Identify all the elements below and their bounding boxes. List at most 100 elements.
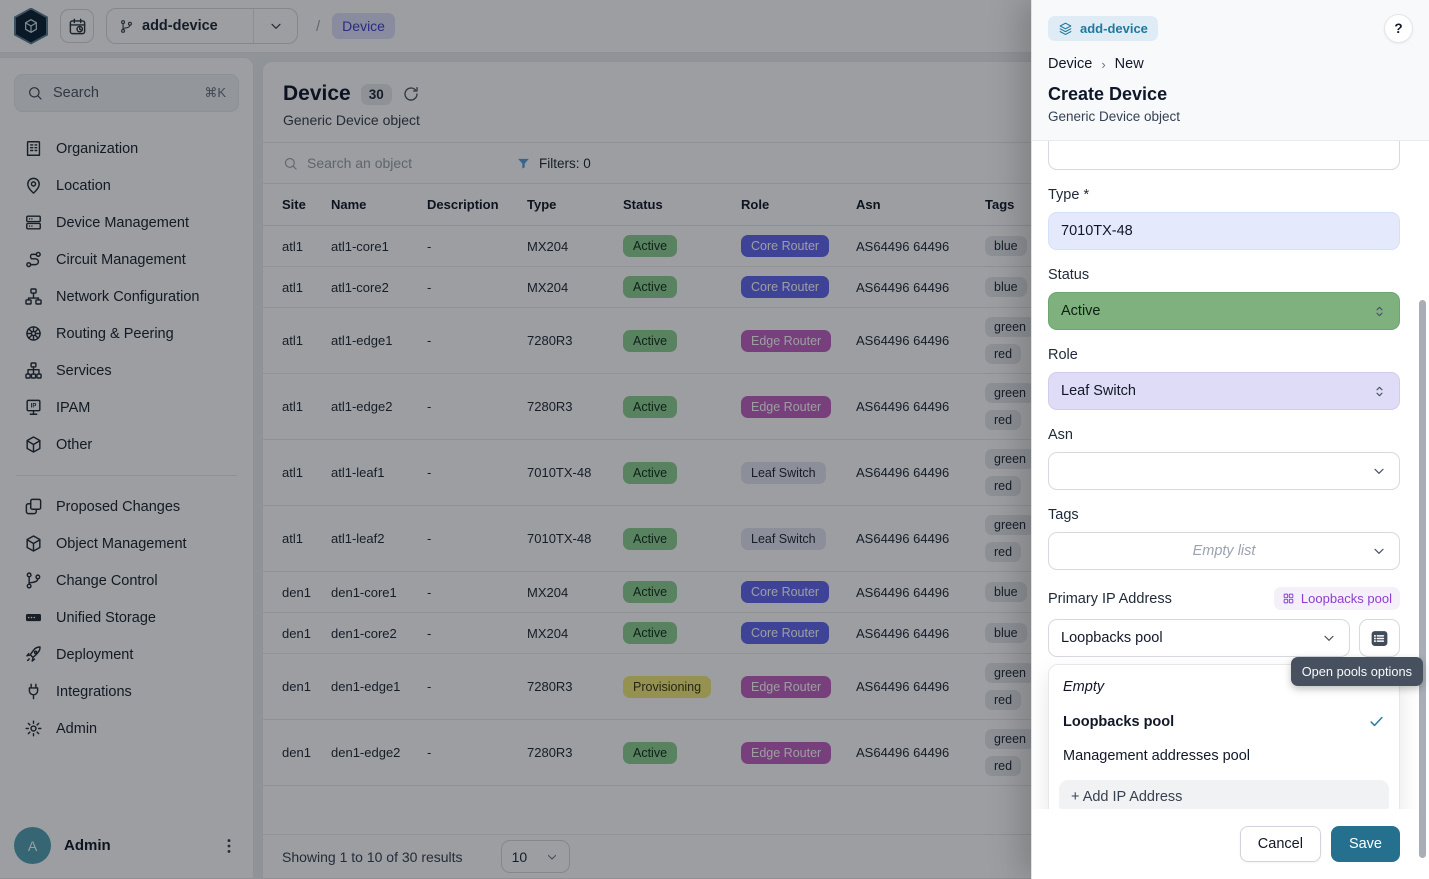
cell-site: atl1 — [263, 307, 323, 374]
sidebar-item-admin[interactable]: Admin — [14, 710, 239, 747]
status-badge: Active — [623, 461, 678, 484]
cube-icon — [24, 435, 43, 454]
sidebar-item-object-management[interactable]: Object Management — [14, 525, 239, 562]
app-logo[interactable] — [14, 7, 48, 45]
filters-button[interactable]: Filters: 0 — [516, 156, 591, 171]
sidebar-item-integrations[interactable]: Integrations — [14, 673, 239, 710]
sidebar-item-change-control[interactable]: Change Control — [14, 562, 239, 599]
time-travel-button[interactable] — [60, 9, 94, 43]
sidebar-item-label: Change Control — [56, 572, 158, 589]
role-badge: Core Router — [741, 235, 830, 257]
cell-name: atl1-leaf1 — [323, 439, 419, 506]
cell-site: atl1 — [263, 225, 323, 267]
column-header-name[interactable]: Name — [323, 184, 419, 226]
cell-role: Core Router — [733, 571, 848, 613]
dropdown-option-management-addresses-pool[interactable]: Management addresses pool — [1049, 739, 1399, 773]
drawer-header: add-device ? Device › New Create Device … — [1032, 0, 1429, 141]
chevrons-up-down-icon — [1372, 384, 1387, 399]
sidebar-item-label: Device Management — [56, 214, 189, 231]
cell-asn: AS64496 64496 — [848, 612, 977, 654]
column-header-site[interactable]: Site — [263, 184, 323, 226]
git-branch-icon — [119, 19, 134, 34]
object-search-input[interactable]: Search an object — [283, 155, 508, 171]
scrolled-field-partial[interactable] — [1048, 141, 1400, 170]
save-button[interactable]: Save — [1330, 826, 1400, 862]
dropdown-option-empty[interactable]: Empty — [1049, 670, 1399, 704]
sidebar-item-label: Unified Storage — [56, 609, 156, 626]
primary-ip-select[interactable]: Loopbacks pool — [1048, 619, 1350, 657]
tag-pill: red — [985, 344, 1022, 364]
type-input[interactable]: 7010TX-48 — [1048, 212, 1400, 250]
sidebar-item-services[interactable]: Services — [14, 352, 239, 389]
breadcrumb-device[interactable]: Device — [332, 13, 395, 39]
cell-site: den1 — [263, 612, 323, 654]
sidebar-item-organization[interactable]: Organization — [14, 130, 239, 167]
open-pools-button[interactable] — [1359, 619, 1400, 657]
sidebar-item-unified-storage[interactable]: Unified Storage — [14, 599, 239, 636]
role-badge: Core Router — [741, 276, 830, 298]
drawer-branch-badge: add-device — [1048, 16, 1158, 41]
asn-select[interactable] — [1048, 452, 1400, 490]
breadcrumb-separator: / — [316, 17, 321, 35]
page-size-select[interactable]: 10 — [500, 840, 570, 873]
cell-asn: AS64496 64496 — [848, 225, 977, 267]
column-header-role[interactable]: Role — [733, 184, 848, 226]
sidebar-item-location[interactable]: Location — [14, 167, 239, 204]
tag-pill: blue — [985, 277, 1027, 297]
sidebar-item-label: Organization — [56, 140, 139, 157]
table-toolbar: Search an object Filters: 0 — [263, 143, 1428, 184]
drawer-scrollbar[interactable] — [1419, 300, 1426, 858]
cancel-button[interactable]: Cancel — [1239, 826, 1321, 862]
cube-icon — [24, 534, 43, 553]
search-input[interactable]: Search ⌘K — [14, 74, 239, 112]
column-header-asn[interactable]: Asn — [848, 184, 977, 226]
cell-type: MX204 — [519, 612, 615, 654]
column-header-description[interactable]: Description — [419, 184, 519, 226]
sidebar-item-other[interactable]: Other — [14, 426, 239, 463]
sidebar-item-proposed-changes[interactable]: Proposed Changes — [14, 488, 239, 525]
role-select[interactable]: Leaf Switch — [1048, 372, 1400, 410]
tag-pill: green — [985, 515, 1035, 535]
avatar[interactable]: A — [14, 827, 51, 864]
tag-pill: red — [985, 476, 1022, 496]
cell-asn: AS64496 64496 — [848, 266, 977, 308]
sidebar-item-ipam[interactable]: IP IPAM — [14, 389, 239, 426]
pool-chip[interactable]: Loopbacks pool — [1273, 587, 1400, 610]
cell-site: atl1 — [263, 439, 323, 506]
dropdown-option-loopbacks-pool[interactable]: Loopbacks pool — [1049, 704, 1399, 739]
branch-selector[interactable]: add-device — [106, 8, 298, 44]
pools-tooltip: Open pools options — [1290, 657, 1423, 686]
cell-role: Edge Router — [733, 373, 848, 440]
add-ip-address-button[interactable]: + Add IP Address — [1059, 780, 1389, 809]
sidebar-item-network-configuration[interactable]: Network Configuration — [14, 278, 239, 315]
user-menu-button[interactable] — [219, 836, 239, 856]
branch-selector-caret[interactable] — [253, 9, 297, 43]
chevron-down-icon — [268, 18, 284, 34]
sidebar-item-deployment[interactable]: Deployment — [14, 636, 239, 673]
role-value: Leaf Switch — [1061, 383, 1136, 399]
sidebar-item-routing-peering[interactable]: Routing & Peering — [14, 315, 239, 352]
object-search-placeholder: Search an object — [307, 155, 413, 171]
column-header-status[interactable]: Status — [615, 184, 733, 226]
help-button[interactable]: ? — [1384, 14, 1413, 43]
sidebar-item-device-management[interactable]: Device Management — [14, 204, 239, 241]
refresh-button[interactable] — [402, 85, 420, 103]
column-header-type[interactable]: Type — [519, 184, 615, 226]
status-badge: Active — [623, 395, 678, 418]
tag-pill: blue — [985, 236, 1027, 256]
pools-list-icon — [1369, 628, 1390, 649]
role-badge: Leaf Switch — [741, 461, 826, 484]
tags-select[interactable]: Empty list — [1048, 532, 1400, 570]
sidebar-item-label: Proposed Changes — [56, 498, 181, 515]
user-row[interactable]: A Admin — [14, 827, 239, 864]
cell-description: - — [419, 307, 519, 374]
sidebar-item-circuit-management[interactable]: Circuit Management — [14, 241, 239, 278]
tag-pill: red — [985, 690, 1022, 710]
building-icon — [24, 139, 43, 158]
cell-asn: AS64496 64496 — [848, 373, 977, 440]
logo-cube-icon — [23, 18, 39, 34]
drawer-breadcrumb-parent[interactable]: Device — [1048, 56, 1093, 72]
type-value: 7010TX-48 — [1061, 223, 1133, 239]
map-pin-icon — [24, 176, 43, 195]
status-select[interactable]: Active — [1048, 292, 1400, 330]
